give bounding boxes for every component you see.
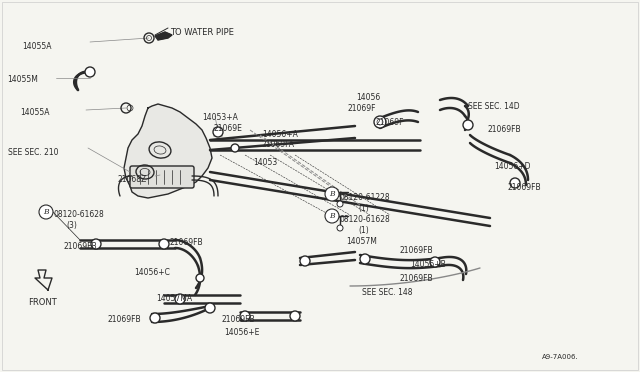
Text: B: B xyxy=(329,212,335,220)
Polygon shape xyxy=(124,104,212,198)
Circle shape xyxy=(213,127,223,137)
Text: 08120-61228: 08120-61228 xyxy=(340,193,390,202)
Circle shape xyxy=(159,239,169,249)
Circle shape xyxy=(91,239,101,249)
Text: B: B xyxy=(43,208,49,216)
Text: 21069E: 21069E xyxy=(214,124,243,133)
Text: 21069FB: 21069FB xyxy=(170,238,204,247)
Text: 14056: 14056 xyxy=(356,93,380,102)
Text: 08120-61628: 08120-61628 xyxy=(340,215,391,224)
Circle shape xyxy=(325,187,339,201)
Text: 21069FB: 21069FB xyxy=(508,183,541,192)
Text: 21069F: 21069F xyxy=(376,118,404,127)
Circle shape xyxy=(325,209,339,223)
Text: A9-7A006.: A9-7A006. xyxy=(542,354,579,360)
Text: 21069FB: 21069FB xyxy=(488,125,522,134)
Circle shape xyxy=(39,205,53,219)
Circle shape xyxy=(337,201,343,207)
Text: TO WATER PIPE: TO WATER PIPE xyxy=(170,28,234,37)
Text: (1): (1) xyxy=(358,204,369,213)
Text: 21069FB: 21069FB xyxy=(400,274,434,283)
Text: 21069F: 21069F xyxy=(348,104,376,113)
Text: 14055A: 14055A xyxy=(20,108,50,117)
Text: 14056+D: 14056+D xyxy=(494,162,531,171)
Circle shape xyxy=(175,294,185,304)
Text: SEE SEC. 148: SEE SEC. 148 xyxy=(362,288,413,297)
Circle shape xyxy=(360,254,370,264)
Text: 14057M: 14057M xyxy=(346,237,377,246)
Circle shape xyxy=(463,120,473,130)
Circle shape xyxy=(240,311,250,321)
FancyBboxPatch shape xyxy=(130,166,194,188)
Text: 21069FB: 21069FB xyxy=(108,315,141,324)
Text: SEE SEC. 210: SEE SEC. 210 xyxy=(8,148,58,157)
Text: 14055M: 14055M xyxy=(7,75,38,84)
Text: 14056+A: 14056+A xyxy=(262,130,298,139)
Text: 14053+A: 14053+A xyxy=(202,113,238,122)
Circle shape xyxy=(374,116,386,128)
Text: 21069FB: 21069FB xyxy=(64,242,98,251)
Text: 14057MA: 14057MA xyxy=(156,294,192,303)
Circle shape xyxy=(510,178,520,188)
Text: (1): (1) xyxy=(358,226,369,235)
Text: 14053: 14053 xyxy=(253,158,277,167)
Text: 21069FA: 21069FA xyxy=(262,140,295,149)
Circle shape xyxy=(85,67,95,77)
Text: 14055A: 14055A xyxy=(22,42,52,51)
Polygon shape xyxy=(155,32,172,40)
Circle shape xyxy=(231,144,239,152)
Text: (3): (3) xyxy=(66,221,77,230)
Text: 21069FB: 21069FB xyxy=(400,246,434,255)
Text: SEE SEC. 14D: SEE SEC. 14D xyxy=(468,102,520,111)
Circle shape xyxy=(430,257,440,267)
Text: FRONT: FRONT xyxy=(28,298,57,307)
Text: 21069FB: 21069FB xyxy=(222,315,255,324)
Circle shape xyxy=(337,225,343,231)
Text: 21068Z: 21068Z xyxy=(118,175,147,184)
Circle shape xyxy=(196,274,204,282)
Text: 14056+C: 14056+C xyxy=(134,268,170,277)
Text: 08120-61628: 08120-61628 xyxy=(54,210,105,219)
Circle shape xyxy=(205,303,215,313)
Text: 14056+B: 14056+B xyxy=(410,260,445,269)
Circle shape xyxy=(300,256,310,266)
Circle shape xyxy=(150,313,160,323)
Text: B: B xyxy=(329,190,335,198)
Circle shape xyxy=(290,311,300,321)
Text: 14056+E: 14056+E xyxy=(224,328,259,337)
